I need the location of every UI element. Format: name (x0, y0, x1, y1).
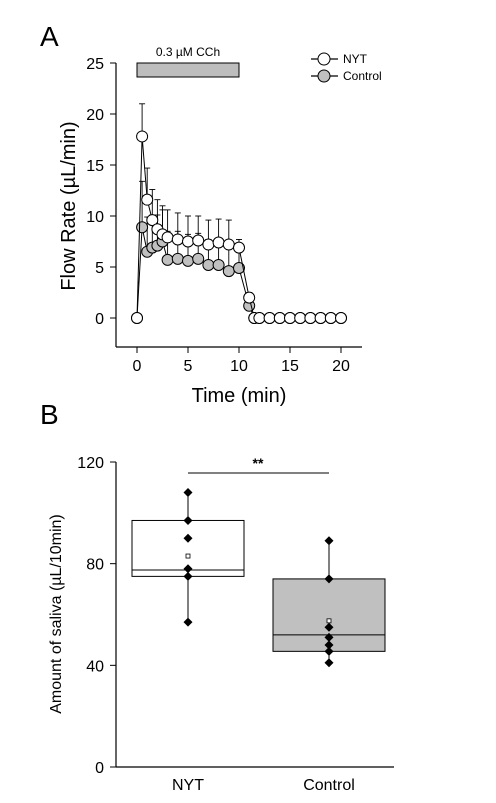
box-nyt (131, 488, 245, 627)
data-point-nyt (253, 312, 266, 324)
chart-a-x-axis-label: Time (min) (192, 385, 287, 407)
data-point-control (324, 536, 334, 546)
chart-b-category-nyt: NYT (172, 777, 204, 794)
data-point-nyt (183, 617, 193, 627)
panel-label-b: B (40, 399, 59, 430)
y-tick-label-10: 10 (86, 209, 104, 226)
data-point-nyt (233, 241, 245, 254)
x-tick-label-15: 15 (281, 358, 299, 375)
y-tick-label-0: 0 (95, 311, 104, 328)
stimulus-label: 0.3 µM CCh (156, 45, 220, 59)
data-point-nyt (243, 291, 256, 304)
data-point-nyt (294, 312, 307, 324)
data-point-nyt (141, 193, 154, 206)
data-point-control (233, 262, 245, 275)
significance-group: ** (188, 455, 329, 474)
data-point-nyt (192, 234, 205, 247)
chart-b-category-control: Control (303, 777, 355, 794)
stimulus-bar (136, 62, 240, 78)
chart-a-axes (115, 63, 362, 348)
data-point-nyt (183, 564, 193, 574)
chart-a-y-ticks: 0 5 10 15 20 25 (86, 56, 116, 328)
legend-control-label: Control (343, 69, 382, 83)
significance-label: ** (253, 455, 264, 471)
y-tick-label-15: 15 (86, 158, 104, 175)
b-y-tick-label-120: 120 (77, 455, 104, 472)
data-point-control (324, 622, 334, 632)
chart-a-legend: NYT Control (311, 52, 382, 83)
data-point-nyt (273, 312, 286, 324)
data-point-control (182, 254, 194, 267)
chart-b: 0 40 80 120 Amount of saliva (µL/10min) NYT… (48, 455, 394, 794)
data-point-nyt (314, 312, 327, 324)
data-point-nyt (171, 233, 184, 246)
chart-b-axes (115, 462, 394, 768)
data-point-control (212, 258, 225, 271)
data-point-control (324, 632, 334, 642)
data-point-control (202, 258, 215, 271)
data-point-nyt (304, 312, 317, 324)
mean-marker-nyt (185, 553, 191, 559)
data-point-control (324, 574, 334, 584)
chart-b-y-ticks: 0 40 80 120 (77, 455, 116, 777)
x-tick-label-0: 0 (133, 358, 142, 375)
chart-a: 0 5 10 15 20 25 0 5 10 15 20 Flow Rate (µL/min) T… (58, 45, 382, 407)
x-tick-label-20: 20 (332, 358, 350, 375)
data-point-control (136, 221, 149, 234)
data-point-nyt (183, 488, 193, 497)
y-tick-label-5: 5 (95, 260, 104, 277)
legend-nyt-marker (317, 52, 331, 66)
data-point-control (324, 640, 334, 650)
legend-control-marker (317, 69, 331, 83)
stimulus-bar-group: 0.3 µM CCh (136, 45, 240, 78)
data-point-nyt (335, 312, 347, 324)
chart-b-boxes (131, 488, 386, 668)
data-point-nyt (183, 571, 193, 581)
box-control (272, 536, 386, 668)
chart-a-x-ticks: 0 5 10 15 20 (133, 347, 350, 375)
data-point-nyt (324, 312, 337, 324)
data-point-control (171, 252, 184, 265)
data-point-control (192, 252, 205, 265)
data-point-nyt (131, 312, 143, 324)
data-point-nyt (136, 130, 149, 143)
data-point-nyt (202, 238, 215, 251)
data-point-control (161, 253, 174, 266)
data-point-nyt (183, 533, 193, 543)
chart-a-series (131, 103, 347, 324)
y-tick-label-20: 20 (86, 107, 104, 124)
y-tick-label-25: 25 (86, 56, 104, 73)
data-point-nyt (161, 231, 174, 244)
legend-nyt-label: NYT (343, 52, 368, 66)
series-nyt (131, 103, 347, 324)
chart-b-y-axis-label: Amount of saliva (µL/10min) (48, 514, 65, 714)
b-y-tick-label-40: 40 (86, 658, 104, 675)
panel-label-a: A (40, 21, 59, 52)
data-point-nyt (146, 214, 159, 227)
data-point-nyt (222, 238, 235, 251)
data-point-nyt (212, 236, 225, 249)
chart-a-y-axis-label: Flow Rate (µL/min) (58, 121, 80, 290)
data-point-control (324, 658, 334, 668)
data-point-control (222, 265, 235, 278)
data-point-nyt (284, 312, 296, 324)
b-y-tick-label-0: 0 (95, 760, 104, 777)
data-point-control (324, 646, 334, 656)
data-point-nyt (263, 312, 276, 324)
data-point-nyt (182, 235, 194, 248)
x-tick-label-5: 5 (184, 358, 193, 375)
b-y-tick-label-80: 80 (86, 557, 104, 574)
x-tick-label-10: 10 (230, 358, 248, 375)
data-point-nyt (183, 515, 193, 525)
mean-marker-control (326, 618, 332, 624)
